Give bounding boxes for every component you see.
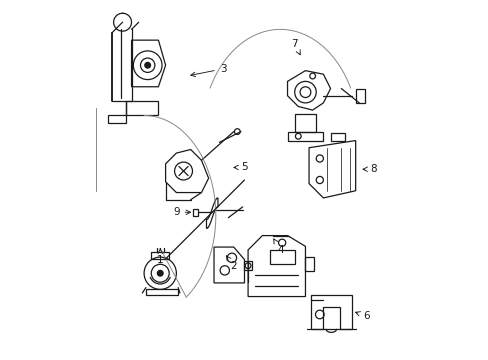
Text: 1: 1	[157, 249, 163, 265]
Circle shape	[144, 62, 150, 68]
Text: 6: 6	[355, 311, 369, 321]
Circle shape	[157, 270, 163, 276]
Text: 5: 5	[233, 162, 247, 172]
Text: 7: 7	[291, 39, 300, 55]
Text: 3: 3	[190, 64, 226, 77]
Text: 8: 8	[362, 164, 376, 174]
Text: 2: 2	[226, 256, 237, 271]
Text: 4: 4	[273, 239, 283, 255]
Text: 9: 9	[173, 207, 190, 217]
